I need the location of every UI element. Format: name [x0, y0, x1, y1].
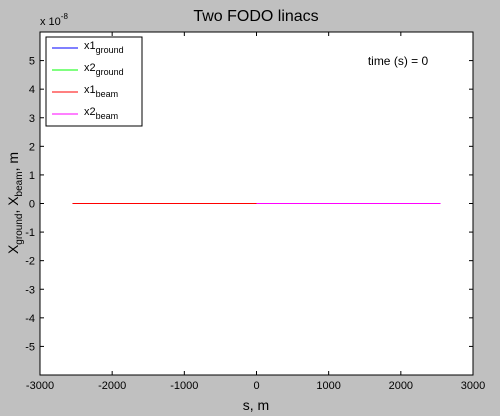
y-tick-label: 0	[29, 199, 35, 211]
axes-frame	[39, 31, 474, 376]
y-tick-label: 4	[29, 84, 35, 96]
x-tick-label: 2000	[389, 380, 413, 392]
legend-label: x1beam	[84, 84, 118, 99]
x-tick-label: -3000	[26, 380, 54, 392]
y-tick-label: -4	[25, 313, 35, 325]
legend-label: x2ground	[84, 62, 124, 77]
x-axis-label: s, m	[243, 397, 269, 413]
x-tick-label: -2000	[98, 380, 126, 392]
y-tick-label: -3	[25, 284, 35, 296]
y-tick-label: -5	[25, 341, 35, 353]
x-tick-label: 3000	[461, 380, 485, 392]
y-tick-label: 5	[29, 56, 35, 68]
y-tick-label: 3	[29, 113, 35, 125]
legend-label: x1ground	[84, 40, 124, 55]
y-tick-label: -1	[25, 227, 35, 239]
y-tick-label: -2	[25, 256, 35, 268]
x-tick-label: 1000	[316, 380, 340, 392]
y-exponent: x 10-8	[40, 12, 68, 28]
axis-ticks: -3000 -2000 -1000 0 1000 2000 3000 -5 -4 -3 -2 -1 0 1…	[25, 32, 485, 392]
chart-title: Two FODO linacs	[193, 8, 318, 25]
y-tick-label: 2	[29, 141, 35, 153]
legend: x1ground x2ground x1beam x2beam	[45, 36, 143, 127]
x-tick-label: -1000	[170, 380, 198, 392]
time-annotation: time (s) = 0	[368, 54, 429, 68]
x-tick-label: 0	[253, 380, 259, 392]
legend-box	[45, 36, 143, 127]
y-axis-label: Xground, Xbeam, m	[5, 152, 25, 254]
legend-label: x2beam	[84, 106, 118, 121]
y-tick-label: 1	[29, 170, 35, 182]
